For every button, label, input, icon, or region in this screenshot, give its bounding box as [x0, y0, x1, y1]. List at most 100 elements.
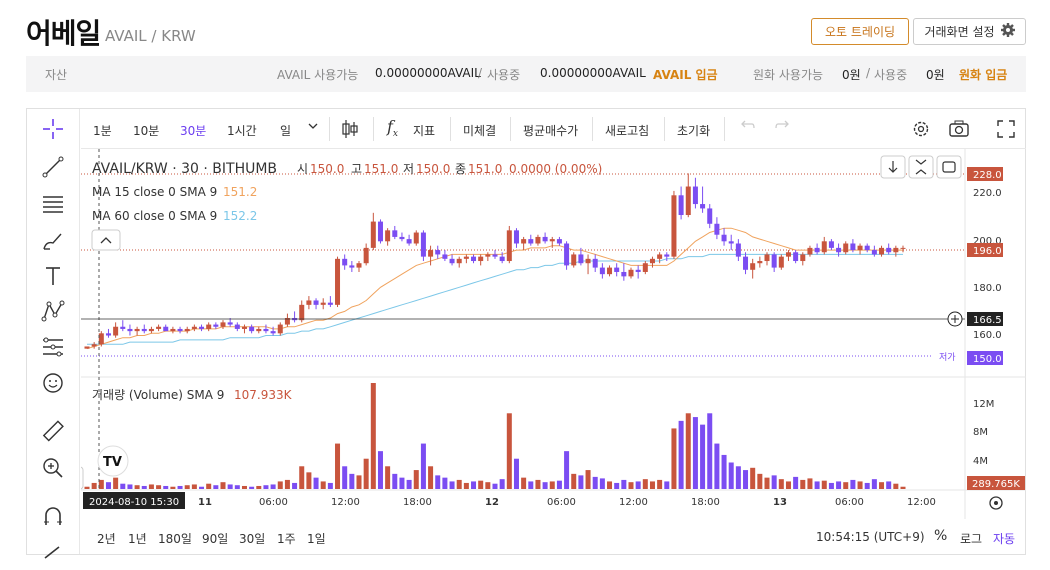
interval-1m[interactable]: 1분: [93, 124, 112, 138]
crosshair-tool[interactable]: [39, 117, 67, 145]
indicators-button[interactable]: fx: [387, 117, 398, 139]
collapse-legend-button[interactable]: [91, 229, 121, 251]
time-axis-settings-button[interactable]: [989, 496, 1003, 510]
candle-body: [649, 258, 655, 264]
separator: [450, 117, 451, 141]
undo-button[interactable]: [737, 119, 755, 138]
volume-bar: [714, 443, 720, 489]
candle-body: [821, 241, 827, 253]
tradingview-logo[interactable]: TV: [97, 445, 129, 477]
interval-1h[interactable]: 1시간: [227, 124, 257, 138]
chart-type-button[interactable]: [341, 118, 359, 143]
interval-10m[interactable]: 10분: [133, 124, 160, 138]
refresh-button[interactable]: 새로고침: [605, 124, 650, 138]
volume-bars: [84, 383, 906, 489]
avg-price-button[interactable]: 평균매수가: [523, 124, 579, 138]
magnet-icon: [41, 505, 65, 533]
candle-body: [241, 326, 247, 329]
percent-toggle[interactable]: %: [934, 528, 948, 544]
fullscreen-button[interactable]: [996, 119, 1016, 142]
interval-day[interactable]: 일: [280, 124, 292, 138]
volume-bar: [843, 482, 849, 489]
maximize-pane-button[interactable]: [936, 155, 962, 179]
add-alert-button[interactable]: [947, 311, 963, 327]
low-label: 저가: [939, 352, 956, 363]
candle-body: [549, 239, 555, 242]
chart-settings-button[interactable]: [911, 119, 931, 142]
fib-tool[interactable]: [39, 192, 67, 220]
brush-tool[interactable]: [39, 229, 67, 257]
unfilled-orders-button[interactable]: 미체결: [463, 124, 497, 138]
volume-bar: [120, 483, 126, 489]
volume-bar: [127, 484, 133, 489]
gear-icon: [1000, 23, 1015, 40]
chevron-up-icon: [100, 237, 112, 244]
volume-bar: [206, 483, 212, 489]
volume-bar: [292, 482, 298, 489]
candle-body: [671, 195, 677, 257]
smiley-icon: [41, 371, 65, 399]
magnet-tool[interactable]: [39, 505, 67, 533]
candle-body: [234, 324, 240, 329]
volume-bar: [506, 413, 512, 489]
low-price-marker-text: 150.0: [973, 354, 1002, 365]
zoom-in-icon: [41, 456, 65, 484]
candle-body: [327, 302, 333, 305]
legend-o-label: 시: [297, 162, 308, 176]
volume-bar: [191, 484, 197, 489]
volume-bar: [621, 479, 627, 489]
price-chart[interactable]: 저가 AVAIL/KRW · 30 · BITHUMB 시 150.0 고 15…: [81, 149, 1026, 519]
time-tick: 12: [485, 497, 499, 508]
screenshot-button[interactable]: [948, 119, 970, 142]
indicators-label[interactable]: 지표: [413, 124, 436, 138]
log-toggle[interactable]: 로그: [960, 532, 983, 546]
pencil-tool[interactable]: [39, 539, 67, 567]
range-1w[interactable]: 1주: [277, 532, 296, 546]
auto-toggle[interactable]: 자동: [993, 532, 1016, 546]
chevron-down-icon: [307, 121, 319, 135]
range-2y[interactable]: 2년: [97, 532, 116, 546]
range-1y[interactable]: 1년: [128, 532, 147, 546]
ma15-legend-value: 151.2: [223, 185, 257, 199]
icon-tool[interactable]: [39, 371, 67, 399]
range-30d[interactable]: 30일: [239, 532, 266, 546]
interval-dropdown[interactable]: [307, 120, 319, 135]
redo-button[interactable]: [775, 119, 793, 138]
zoom-tool[interactable]: [39, 456, 67, 484]
volume-bar: [492, 483, 498, 489]
auto-trading-label: 오토 트레이딩: [824, 25, 896, 39]
pattern-tool[interactable]: [39, 299, 67, 327]
scroll-left-handle[interactable]: ‹: [81, 466, 84, 490]
ruler-tool[interactable]: [39, 420, 67, 448]
candle-body: [184, 328, 190, 332]
volume-bar: [743, 470, 749, 489]
candle-body: [513, 230, 519, 244]
range-1d[interactable]: 1일: [307, 532, 326, 546]
volume-bar: [463, 482, 469, 489]
volume-bar: [456, 479, 462, 489]
range-180d[interactable]: 180일: [158, 532, 192, 546]
ma15-path: [86, 227, 903, 350]
trend-line-tool[interactable]: [39, 155, 67, 183]
move-down-button[interactable]: [880, 155, 906, 179]
text-tool[interactable]: [39, 264, 67, 292]
volume-bar: [163, 485, 169, 489]
range-90d[interactable]: 90일: [202, 532, 229, 546]
volume-bar: [785, 481, 791, 489]
candle-body: [764, 254, 770, 262]
avail-deposit-link[interactable]: AVAIL 입금: [653, 68, 718, 82]
prediction-tool[interactable]: [39, 335, 67, 363]
reset-button[interactable]: 초기화: [677, 124, 711, 138]
screen-settings-button[interactable]: 거래화면 설정: [913, 18, 1026, 45]
volume-bar: [113, 477, 119, 489]
krw-deposit-link[interactable]: 원화 입금: [959, 68, 1008, 82]
collapse-pane-button[interactable]: [908, 155, 934, 179]
interval-30m[interactable]: 30분: [180, 124, 207, 138]
separator: [373, 117, 374, 141]
volume-bar: [399, 477, 405, 489]
auto-trading-button[interactable]: 오토 트레이딩: [811, 18, 909, 45]
candle-body: [621, 271, 627, 277]
volume-bar: [420, 443, 426, 489]
undo-icon: [737, 120, 755, 138]
volume-bar: [649, 481, 655, 489]
